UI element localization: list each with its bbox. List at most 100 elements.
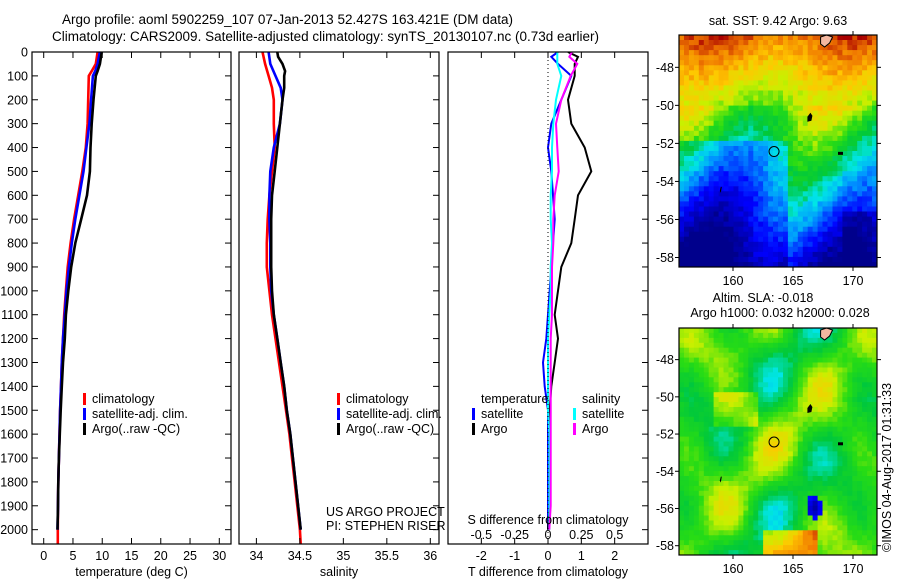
- map-cell: [842, 115, 848, 122]
- legend-diff-label: Argo: [582, 422, 608, 436]
- map-cell: [679, 382, 685, 388]
- map-cell: [698, 540, 705, 546]
- map-cell: [852, 525, 858, 531]
- map-cell: [792, 505, 799, 512]
- map-cell: [768, 151, 774, 157]
- map-cell: [862, 520, 868, 526]
- map-cell: [748, 186, 754, 192]
- map-cell: [783, 110, 789, 117]
- map-cell: [852, 471, 858, 477]
- map-cell: [847, 80, 853, 86]
- map-cell: [713, 166, 720, 172]
- map-cell: [802, 372, 809, 378]
- map-cell: [842, 550, 848, 555]
- map-cell: [698, 372, 705, 378]
- s-axis-tick-label: -0.25: [500, 528, 529, 542]
- map-cell: [802, 362, 809, 368]
- map-cell: [867, 461, 873, 467]
- map-cell: [733, 357, 739, 364]
- map-cell: [768, 196, 774, 202]
- map-cell: [688, 431, 695, 438]
- map-cell: [857, 176, 863, 182]
- map-cell: [862, 362, 868, 368]
- map-cell: [728, 45, 734, 51]
- map-cell: [872, 181, 877, 187]
- map-cell: [872, 416, 877, 423]
- map-cell: [718, 95, 725, 102]
- map-cell: [684, 85, 690, 91]
- map-cell: [728, 545, 734, 551]
- map-cell: [748, 251, 754, 258]
- map-cell: [852, 352, 858, 359]
- map-cell: [773, 221, 779, 228]
- map-cell: [708, 520, 715, 526]
- map-cell: [743, 446, 749, 452]
- map-cell: [698, 115, 705, 122]
- map-cell: [728, 456, 734, 462]
- map-cell: [857, 60, 863, 66]
- map-cell: [807, 367, 814, 373]
- map-cell: [827, 135, 833, 142]
- map-cell: [842, 525, 848, 531]
- map-cell: [862, 367, 868, 373]
- map-cell: [822, 411, 828, 418]
- map-cell: [787, 466, 794, 472]
- map-cell: [778, 85, 784, 91]
- map-cell: [768, 490, 774, 497]
- map-cell: [758, 535, 764, 541]
- map-cell: [684, 115, 690, 122]
- map-cell: [698, 105, 705, 112]
- map-cell: [703, 140, 710, 147]
- map-cell: [698, 251, 705, 258]
- map-cell: [857, 362, 863, 368]
- map-cell: [857, 402, 863, 408]
- map-cell: [713, 211, 720, 218]
- map-cell: [787, 411, 794, 418]
- map-cell: [713, 421, 720, 428]
- map-cell: [837, 421, 843, 428]
- map-cell: [817, 161, 824, 167]
- map-cell: [847, 461, 853, 467]
- map-cell: [684, 328, 690, 334]
- map-cell: [822, 387, 828, 393]
- map-cell: [738, 35, 744, 41]
- map-cell: [738, 130, 744, 137]
- map-cell: [768, 328, 774, 334]
- map-cell: [832, 436, 838, 443]
- map-cell: [718, 55, 725, 61]
- map-cell: [862, 146, 868, 152]
- map-cell: [733, 505, 739, 512]
- map-cell: [773, 95, 779, 102]
- map-cell: [763, 328, 769, 334]
- map-cell: [832, 191, 838, 197]
- map-cell: [698, 151, 705, 157]
- map-cell: [763, 55, 769, 61]
- map-cell: [862, 45, 868, 51]
- map-cell: [738, 226, 744, 233]
- map-cell: [723, 505, 729, 512]
- map-cell: [807, 372, 814, 378]
- map-cell: [753, 181, 759, 187]
- map-cell: [847, 332, 853, 339]
- map-cell: [807, 221, 814, 228]
- map-cell: [773, 130, 779, 137]
- map-cell: [708, 100, 715, 107]
- map-cell: [748, 80, 754, 86]
- map-cell: [723, 500, 729, 507]
- map-cell: [857, 500, 863, 507]
- map-cell: [812, 151, 819, 157]
- map-cell: [792, 530, 799, 536]
- map-cell: [802, 110, 809, 117]
- map-cell: [822, 196, 828, 202]
- map-cell: [733, 436, 739, 443]
- x-tick-label: 1: [578, 549, 585, 563]
- x-tick-label: 20: [154, 549, 168, 563]
- map-cell: [852, 407, 858, 413]
- map-cell: [812, 135, 819, 142]
- map-cell: [783, 392, 789, 398]
- map-cell: [723, 186, 729, 192]
- map-cell: [822, 246, 828, 253]
- map-cell: [728, 206, 734, 213]
- map-cell: [832, 201, 838, 207]
- map-cell: [684, 421, 690, 428]
